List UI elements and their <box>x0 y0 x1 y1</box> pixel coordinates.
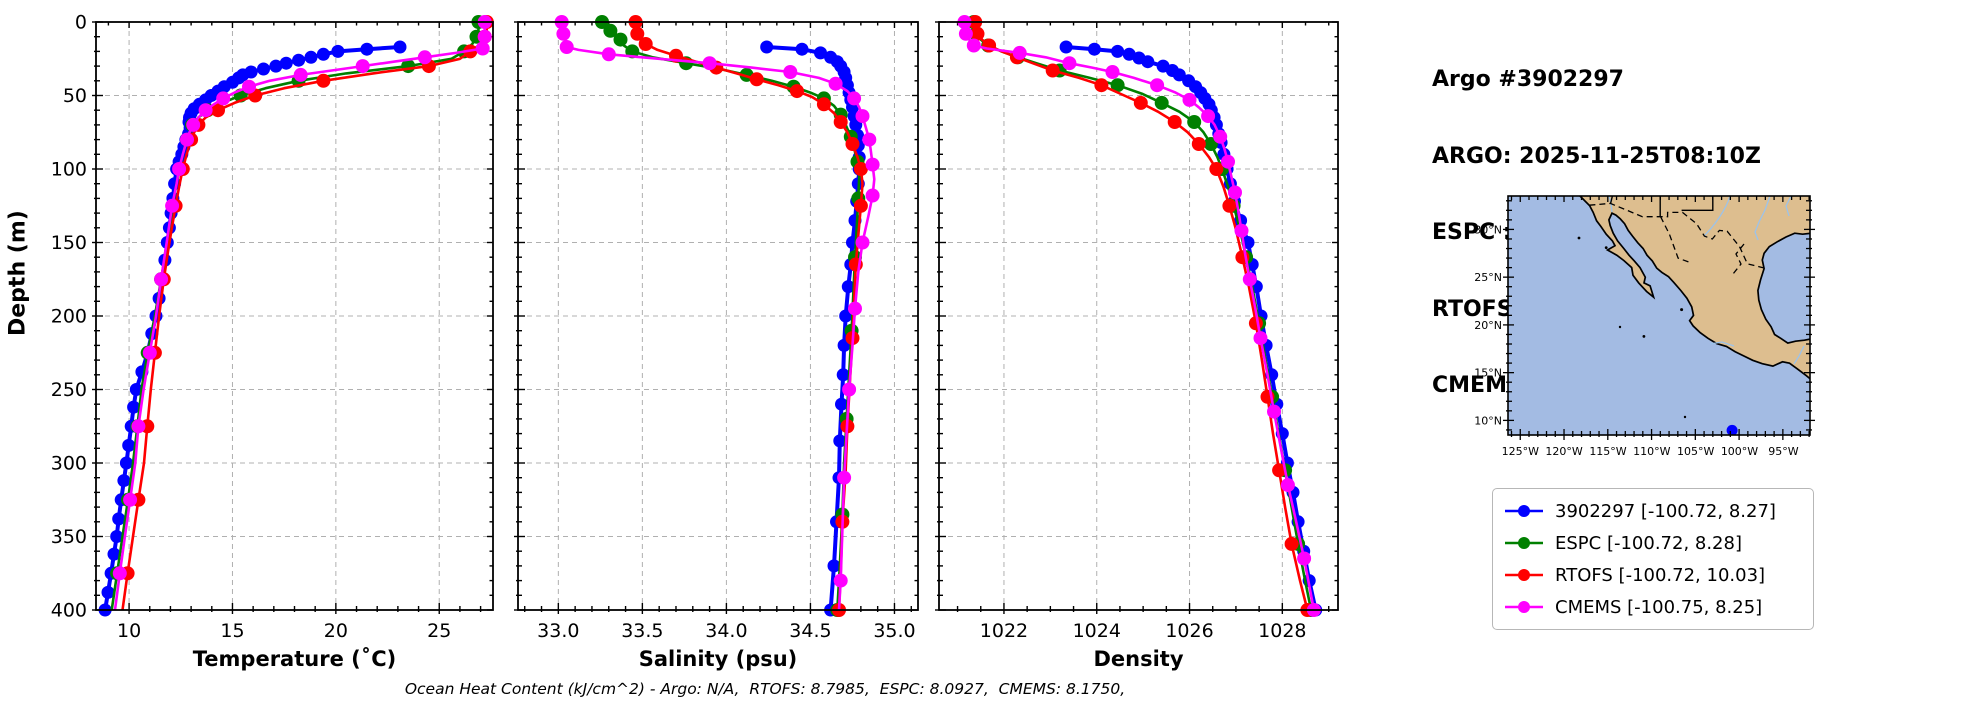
x-tick-label: 1022 <box>980 620 1028 642</box>
y-tick-label: 250 <box>51 379 87 401</box>
y-tick-label: 350 <box>51 526 87 548</box>
y-tick-label: 400 <box>51 600 87 622</box>
series-markers-RTOFS <box>120 15 494 581</box>
y-tick-label: 300 <box>51 453 87 475</box>
panel-1: 33.0 33.5 34.0 34.5 35.0 Salinity (psu) <box>514 15 919 671</box>
location-map: 30°N 25°N 20°N 15°N 10°N 125°W 120°W 115… <box>1474 195 1815 458</box>
lat-label: 20°N <box>1474 319 1502 332</box>
lat-label: 15°N <box>1474 367 1502 380</box>
x-tick-label: 1024 <box>1073 620 1121 642</box>
lat-label: 30°N <box>1474 223 1502 236</box>
legend-marker-cmems <box>1505 601 1543 613</box>
panel-0: 10 15 20 25050100150200250300350400Temperat… <box>51 12 494 671</box>
legend-label-cmems: CMEMS [-100.75, 8.25] <box>1555 596 1763 618</box>
x-tick-label: 34.0 <box>705 620 747 642</box>
x-tick-label: 33.0 <box>537 620 579 642</box>
series-markers-CMEMS <box>112 15 492 581</box>
x-tick-label: 34.5 <box>789 620 831 642</box>
float-location-marker <box>1726 424 1738 435</box>
ohc-footnote: Ocean Heat Content (kJ/cm^2) - Argo: N/A… <box>404 680 1126 698</box>
x-tick-label: 1026 <box>1165 620 1213 642</box>
y-tick-label: 200 <box>51 306 87 328</box>
lon-label: 105°W <box>1677 445 1714 458</box>
map-lat-labels: 30°N 25°N 20°N 15°N 10°N <box>1474 223 1502 427</box>
panel-frame <box>95 21 494 611</box>
axis-ticks <box>92 21 493 614</box>
lat-label: 10°N <box>1474 415 1502 428</box>
axis-ticks <box>935 21 1338 614</box>
x-axis-label: Density <box>1093 647 1183 671</box>
legend-label-rtofs: RTOFS [-100.72, 10.03] <box>1555 564 1766 586</box>
x-tick-label: 33.5 <box>621 620 663 642</box>
series-markers-ESPC <box>110 15 486 581</box>
y-tick-labels: 0 50 100 150 200 250 300 350 400 <box>51 12 87 622</box>
map-ticks <box>1503 196 1815 440</box>
legend-entry-argo: 3902297 [-100.72, 8.27] <box>1503 495 1803 527</box>
x-tick-label: 25 <box>427 620 451 642</box>
figure-title: Argo #3902297 <box>1432 67 1624 92</box>
series-markers-CMEMS <box>554 15 880 588</box>
argo-timestamp: ARGO: 2025-11-25T08:10Z <box>1432 143 1761 169</box>
legend-marker-rtofs <box>1505 569 1543 581</box>
x-tick-labels: 33.0 33.5 34.0 34.5 35.0 <box>537 620 915 642</box>
series-markers-3902297 <box>98 40 407 617</box>
lon-label: 95°W <box>1768 445 1798 458</box>
axis-ticks <box>514 21 918 614</box>
panel-frame <box>517 21 919 611</box>
legend-label-argo: 3902297 [-100.72, 8.27] <box>1555 500 1776 522</box>
lat-label: 25°N <box>1474 271 1502 284</box>
x-tick-labels: 10 15 20 25 <box>117 620 451 642</box>
lon-label: 125°W <box>1502 445 1539 458</box>
y-tick-label: 100 <box>51 159 87 181</box>
map-islands <box>1577 236 1687 419</box>
series-markers-RTOFS <box>628 15 868 617</box>
x-tick-label: 20 <box>324 620 348 642</box>
y-tick-label: 0 <box>75 12 87 34</box>
legend-entry-espc: ESPC [-100.72, 8.28] <box>1503 527 1803 559</box>
lon-label: 110°W <box>1633 445 1670 458</box>
y-tick-label: 50 <box>63 85 87 107</box>
legend: 3902297 [-100.72, 8.27] ESPC [-100.72, 8… <box>1492 488 1814 630</box>
profile-panels: 10 15 20 25050100150200250300350400Temperat… <box>51 12 1339 671</box>
x-tick-label: 15 <box>220 620 244 642</box>
x-tick-label: 35.0 <box>873 620 915 642</box>
panel-2: 1022 1024 1026 1028 Density <box>935 15 1339 671</box>
lon-label: 100°W <box>1721 445 1758 458</box>
map-lon-labels: 125°W 120°W 115°W 110°W 105°W 100°W 95°W <box>1502 445 1799 458</box>
legend-entry-rtofs: RTOFS [-100.72, 10.03] <box>1503 559 1803 591</box>
lon-label: 115°W <box>1589 445 1626 458</box>
map-rivers <box>1608 196 1805 365</box>
lon-label: 120°W <box>1545 445 1582 458</box>
legend-marker-argo <box>1505 505 1543 517</box>
map-land <box>1578 196 1810 380</box>
legend-entry-cmems: CMEMS [-100.75, 8.25] <box>1503 591 1803 623</box>
y-tick-label: 150 <box>51 232 87 254</box>
x-axis-label: Temperature (˚C) <box>193 647 396 671</box>
x-axis-label: Salinity (psu) <box>639 647 798 671</box>
x-tick-label: 10 <box>117 620 141 642</box>
legend-marker-espc <box>1505 537 1543 549</box>
gridlines <box>939 22 1338 610</box>
x-tick-labels: 1022 1024 1026 1028 <box>980 620 1307 642</box>
legend-label-espc: ESPC [-100.72, 8.28] <box>1555 532 1742 554</box>
series-markers-CMEMS <box>957 15 1321 617</box>
x-tick-label: 1028 <box>1258 620 1306 642</box>
map-border-dashed <box>1589 202 1765 275</box>
series-line-3902297 <box>1065 45 1318 611</box>
panel-frame <box>938 21 1339 611</box>
